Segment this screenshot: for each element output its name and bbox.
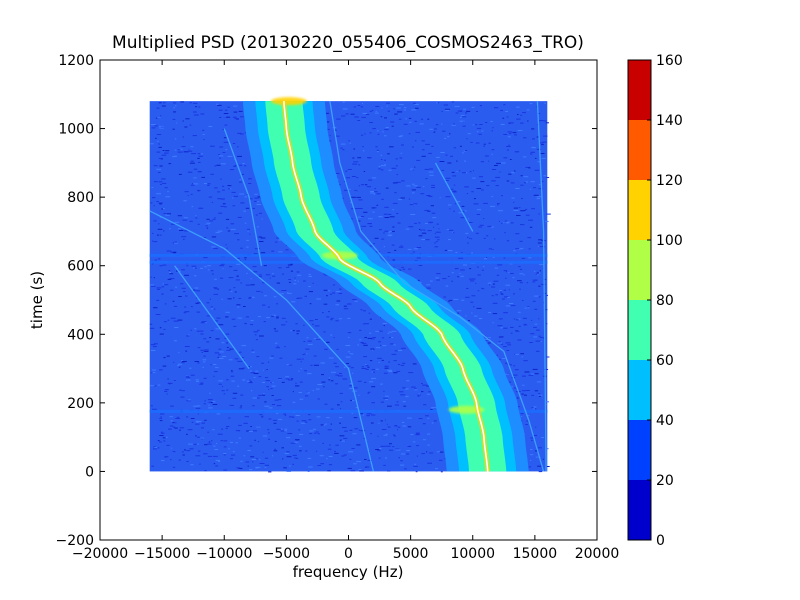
x-tick-label: 5000: [393, 546, 429, 562]
colorbar-tick-label: 120: [656, 173, 683, 189]
y-tick-label: 600: [67, 259, 94, 275]
y-tick-label: 200: [67, 396, 94, 412]
colorbar: 0 20 40 60 80 100 120 140 160: [627, 53, 683, 549]
colorbar-segment: [628, 120, 651, 180]
x-tick-label: −5000: [263, 546, 310, 562]
x-tick-label: 20000: [575, 546, 620, 562]
x-axis-label: frequency (Hz): [293, 563, 404, 581]
y-tick-label: 1200: [58, 53, 94, 69]
y-tick-label: 0: [85, 464, 94, 480]
colorbar-segment: [628, 420, 651, 480]
colorbar-segment: [628, 180, 651, 240]
x-tick-label: −20000: [72, 546, 128, 562]
x-tick-label: −10000: [196, 546, 252, 562]
y-tick-label: −200: [56, 533, 94, 549]
y-axis: −200 0 200 400 600 800 1000 1200: [56, 53, 597, 549]
faint-trace: [174, 265, 250, 369]
colorbar-tick-label: 100: [656, 233, 683, 249]
x-axis: −20000 −15000 −10000 −5000 0 5000 10000 15000 20…: [72, 60, 619, 562]
hot-spot: [270, 97, 307, 106]
colorbar-segment: [628, 360, 651, 420]
y-tick-label: 400: [67, 327, 94, 343]
main-trace: [283, 101, 489, 472]
colorbar-tick-label: 160: [656, 53, 683, 69]
faint-trace: [536, 101, 547, 472]
plot-area: −20000 −15000 −10000 −5000 0 5000 10000 15000 20…: [56, 53, 620, 562]
colorbar-segment: [628, 300, 651, 360]
chart-title: Multiplied PSD (20130220_055406_COSMOS24…: [112, 33, 584, 53]
x-tick-label: 10000: [450, 546, 495, 562]
colorbar-tick-label: 40: [656, 413, 674, 429]
colorbar-tick-label: 140: [656, 113, 683, 129]
horizontal-band: [149, 409, 548, 413]
colorbar-tick-label: 0: [656, 533, 665, 549]
colorbar-segment: [628, 60, 651, 120]
y-tick-label: 1000: [58, 122, 94, 138]
x-tick-label: 0: [344, 546, 353, 562]
faint-trace: [223, 128, 263, 266]
x-tick-label: −15000: [134, 546, 190, 562]
y-axis-label: time (s): [28, 271, 46, 329]
x-tick-label: 15000: [513, 546, 558, 562]
spectrogram-heatmap: [149, 97, 551, 473]
colorbar-segment: [628, 480, 651, 540]
y-tick-label: 800: [67, 190, 94, 206]
faint-trace: [149, 210, 375, 472]
faint-trace: [434, 162, 474, 232]
colorbar-tick-label: 60: [656, 353, 674, 369]
colorbar-segment: [628, 240, 651, 300]
colorbar-tick-label: 80: [656, 293, 674, 309]
faint-trace: [329, 100, 545, 472]
colorbar-tick-label: 20: [656, 473, 674, 489]
